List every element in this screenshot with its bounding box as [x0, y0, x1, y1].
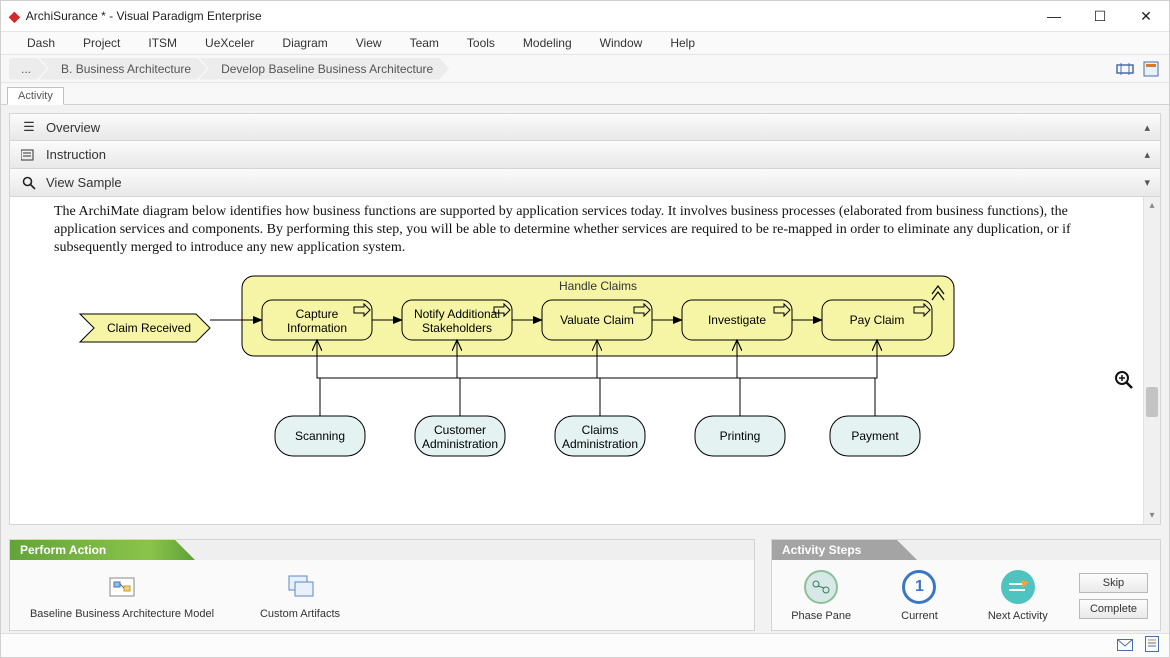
app-icon: ◆ [9, 8, 20, 25]
scroll-down-icon[interactable]: ▾ [1144, 507, 1160, 524]
svg-text:Customer: Customer [434, 423, 486, 437]
panel-overview-title: Overview [46, 120, 100, 135]
breadcrumb-bar: ... B. Business Architecture Develop Bas… [1, 55, 1169, 83]
toolbar-icon-2[interactable] [1141, 59, 1161, 79]
title-bar: ◆ ArchiSurance * - Visual Paradigm Enter… [1, 1, 1169, 31]
svg-text:Printing: Printing [720, 429, 761, 443]
mail-icon[interactable] [1117, 638, 1133, 654]
complete-button[interactable]: Complete [1079, 599, 1148, 619]
menu-view[interactable]: View [342, 32, 396, 54]
model-icon [106, 570, 138, 602]
step-phase-pane[interactable]: Phase Pane [784, 570, 858, 622]
svg-text:Administration: Administration [562, 437, 638, 451]
perform-action-panel: Perform Action Baseline Business Archite… [9, 539, 755, 631]
activity-steps-panel: Activity Steps Phase Pane 1 Current Next… [771, 539, 1161, 631]
action-label: Baseline Business Architecture Model [30, 608, 214, 620]
skip-button[interactable]: Skip [1079, 573, 1148, 593]
breadcrumb-item-2[interactable]: Develop Baseline Business Architecture [199, 58, 449, 80]
tab-activity[interactable]: Activity [7, 87, 64, 105]
chevron-up-icon: ▴ [1144, 148, 1150, 161]
archimate-diagram: Handle Claims Claim Received CaptureInform… [10, 264, 1090, 464]
window-title: ArchiSurance * - Visual Paradigm Enterpr… [26, 9, 262, 23]
maximize-button[interactable]: ☐ [1077, 1, 1123, 31]
svg-text:Notify Additional: Notify Additional [414, 307, 500, 321]
viewsample-description: The ArchiMate diagram below identifies h… [10, 197, 1160, 264]
panel-instruction-title: Instruction [46, 147, 106, 162]
scroll-up-icon[interactable]: ▴ [1144, 197, 1160, 214]
scrollbar-vertical[interactable]: ▴ ▾ [1143, 197, 1160, 524]
document-icon [20, 148, 38, 162]
step-label: Next Activity [988, 610, 1048, 622]
menu-bar: Dash Project ITSM UeXceler Diagram View … [1, 31, 1169, 55]
svg-text:Claims: Claims [582, 423, 619, 437]
menu-dash[interactable]: Dash [13, 32, 69, 54]
search-icon [20, 176, 38, 190]
chevron-up-icon: ▴ [1144, 121, 1150, 134]
menu-window[interactable]: Window [586, 32, 657, 54]
content-area: ☰ Overview ▴ Instruction ▴ View Sample ▾… [1, 105, 1169, 533]
footer-panels: Perform Action Baseline Business Archite… [1, 533, 1169, 633]
activity-steps-title: Activity Steps [772, 540, 1160, 560]
panel-viewsample-body: The ArchiMate diagram below identifies h… [9, 197, 1161, 525]
scrollbar-thumb[interactable] [1146, 387, 1158, 417]
toolbar-icon-1[interactable] [1115, 59, 1135, 79]
menu-itsm[interactable]: ITSM [134, 32, 191, 54]
svg-text:Investigate: Investigate [708, 313, 766, 327]
menu-project[interactable]: Project [69, 32, 134, 54]
phase-pane-icon [804, 570, 838, 604]
close-button[interactable]: ✕ [1123, 1, 1169, 31]
menu-help[interactable]: Help [656, 32, 709, 54]
svg-text:Capture: Capture [296, 307, 339, 321]
menu-tools[interactable]: Tools [453, 32, 509, 54]
step-next-activity[interactable]: Next Activity [981, 570, 1055, 622]
chevron-down-icon: ▾ [1144, 176, 1150, 189]
svg-text:Administration: Administration [422, 437, 498, 451]
svg-text:Claim Received: Claim Received [107, 321, 191, 335]
status-bar [1, 633, 1169, 657]
breadcrumb-root[interactable]: ... [9, 58, 47, 80]
svg-text:Stakeholders: Stakeholders [422, 321, 492, 335]
svg-text:Valuate Claim: Valuate Claim [560, 313, 634, 327]
step-label: Phase Pane [791, 610, 851, 622]
action-label: Custom Artifacts [260, 608, 340, 620]
menu-team[interactable]: Team [396, 32, 453, 54]
menu-modeling[interactable]: Modeling [509, 32, 586, 54]
note-icon[interactable] [1145, 636, 1159, 655]
svg-text:Information: Information [287, 321, 347, 335]
menu-diagram[interactable]: Diagram [268, 32, 341, 54]
minimize-button[interactable]: — [1031, 1, 1077, 31]
step-label: Current [901, 610, 938, 622]
tab-bar: Activity [1, 83, 1169, 105]
svg-text:Scanning: Scanning [295, 429, 345, 443]
breadcrumb-item-1[interactable]: B. Business Architecture [39, 58, 207, 80]
perform-action-title: Perform Action [10, 540, 754, 560]
current-step-icon: 1 [902, 570, 936, 604]
svg-text:Pay Claim: Pay Claim [850, 313, 905, 327]
artifacts-icon [284, 570, 316, 602]
action-custom-artifacts[interactable]: Custom Artifacts [240, 570, 360, 620]
zoom-icon[interactable] [1114, 370, 1134, 395]
panel-viewsample-title: View Sample [46, 175, 122, 190]
hamburger-icon: ☰ [20, 119, 38, 135]
svg-text:Handle Claims: Handle Claims [559, 279, 637, 293]
panel-overview-header[interactable]: ☰ Overview ▴ [9, 113, 1161, 141]
menu-uexceler[interactable]: UeXceler [191, 32, 268, 54]
panel-instruction-header[interactable]: Instruction ▴ [9, 141, 1161, 169]
action-baseline-model[interactable]: Baseline Business Architecture Model [22, 570, 222, 620]
svg-text:Payment: Payment [851, 429, 899, 443]
next-activity-icon [1001, 570, 1035, 604]
diagram-container: Handle Claims Claim Received CaptureInform… [10, 264, 1160, 474]
step-current[interactable]: 1 Current [882, 570, 956, 622]
panel-viewsample-header[interactable]: View Sample ▾ [9, 169, 1161, 197]
